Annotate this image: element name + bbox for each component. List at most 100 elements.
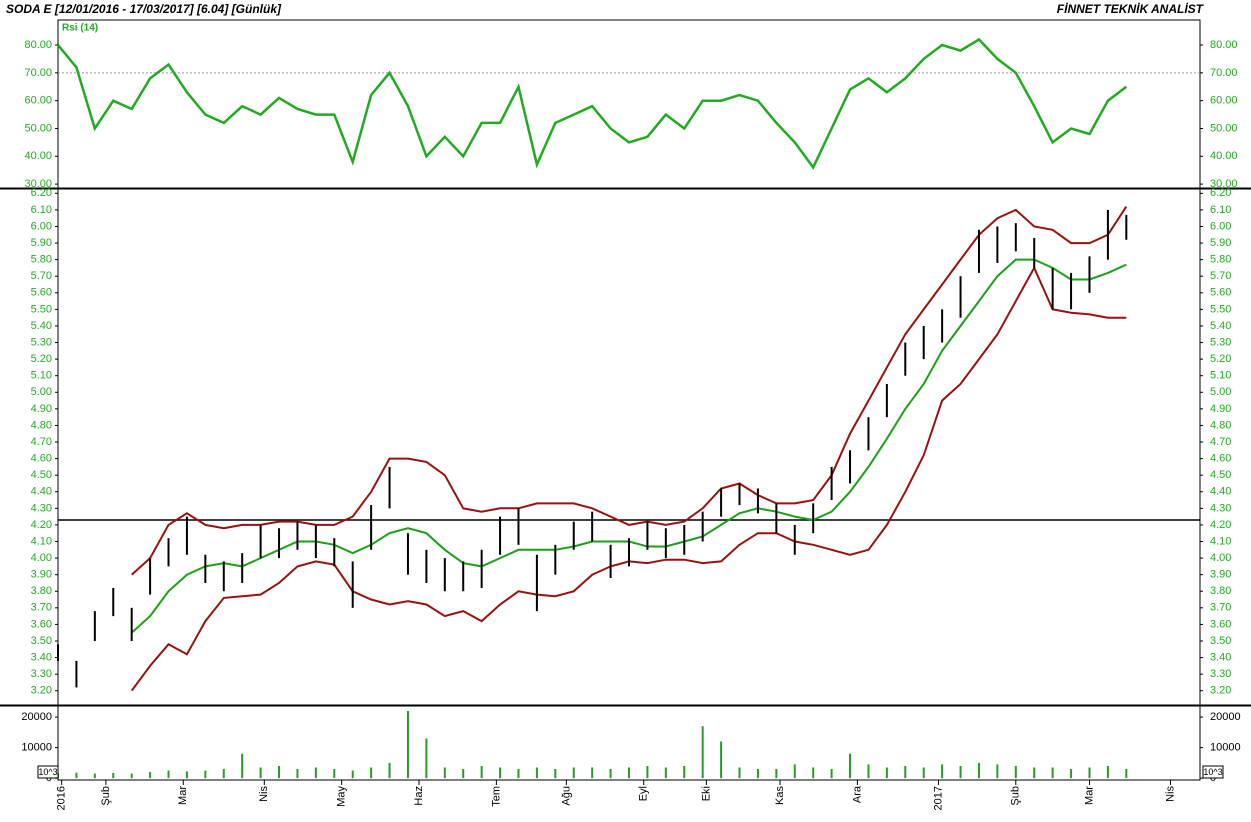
y-tick-label: 3.30: [31, 668, 52, 680]
x-tick-label: Ara: [851, 785, 863, 803]
volume-bar: [406, 710, 409, 779]
volume-bar: [425, 738, 428, 779]
y-tick-label-right: 4.70: [1210, 436, 1231, 448]
y-tick-label-right: 5.50: [1210, 303, 1231, 315]
y-tick-label-right: 6.10: [1210, 204, 1231, 216]
unit-label-right-box: [1202, 765, 1224, 779]
x-tick-label: Tem: [490, 786, 502, 807]
y-tick-label-right: 60.00: [1210, 95, 1238, 107]
volume-bar: [996, 764, 999, 779]
y-tick-label-right: 4.80: [1210, 419, 1231, 431]
volume-bar: [793, 764, 796, 779]
volume-bar: [683, 765, 686, 779]
y-tick-label: 6.20: [31, 187, 52, 199]
y-tick-label: 4.60: [31, 453, 52, 465]
y-tick-label-right: 4.60: [1210, 453, 1231, 465]
x-tick-label: Eyl: [638, 786, 650, 801]
volume-bar: [443, 767, 446, 779]
volume-bar: [885, 767, 888, 779]
x-tick-label: Nis: [258, 786, 270, 802]
x-tick-label: Nis: [1164, 786, 1176, 802]
y-tick-label: 5.60: [31, 287, 52, 299]
y-tick-label-right: 4.30: [1210, 502, 1231, 514]
volume-bar: [535, 767, 538, 779]
y-tick-label: 4.30: [31, 502, 52, 514]
volume-bar: [720, 741, 723, 779]
volume-bar: [75, 772, 78, 779]
volume-bar: [499, 767, 502, 779]
volume-bar: [296, 769, 299, 779]
volume-bar: [775, 769, 778, 779]
volume-bar: [388, 762, 391, 779]
volume-bar: [112, 772, 115, 779]
y-tick-label-right: 3.80: [1210, 585, 1231, 597]
volume-bar: [241, 753, 244, 779]
x-tick-label: Kas: [774, 786, 786, 805]
volume-bar: [130, 773, 133, 779]
indicator-label: Rsi (14): [62, 23, 98, 34]
y-tick-label: 30.00: [24, 178, 52, 190]
y-tick-label: 5.20: [31, 353, 52, 365]
volume-bar: [204, 770, 207, 779]
y-tick-label: 6.00: [31, 220, 52, 232]
volume-bar: [167, 770, 170, 779]
x-tick-label: 2016: [56, 786, 68, 810]
y-tick-label-right: 5.30: [1210, 336, 1231, 348]
y-tick-label: 20000: [21, 711, 52, 723]
y-tick-label-right: 5.90: [1210, 237, 1231, 249]
volume-bar: [904, 765, 907, 779]
y-tick-label: 3.40: [31, 651, 52, 663]
y-tick-label-right: 10000: [1210, 742, 1241, 754]
y-tick-label: 70.00: [24, 67, 52, 79]
volume-bar: [462, 769, 465, 779]
volume-bar: [1014, 765, 1017, 779]
x-tick-label: Şub: [1010, 786, 1022, 806]
volume-bar: [1051, 767, 1054, 779]
y-tick-label: 4.50: [31, 469, 52, 481]
volume-bar: [977, 762, 980, 779]
volume-bar: [830, 769, 833, 779]
volume-bar: [149, 772, 152, 779]
y-tick-label: 4.20: [31, 519, 52, 531]
y-tick-label: 3.90: [31, 569, 52, 581]
y-tick-label-right: 80.00: [1210, 39, 1238, 51]
y-tick-label-right: 3.30: [1210, 668, 1231, 680]
y-tick-label-right: 5.80: [1210, 254, 1231, 266]
volume-bar: [572, 767, 575, 779]
x-tick-label: 2017: [932, 786, 944, 810]
volume-bar: [664, 767, 667, 779]
volume-bar: [701, 726, 704, 779]
y-tick-label-right: 6.20: [1210, 187, 1231, 199]
volume-bar: [1088, 767, 1091, 779]
y-tick-label-right: 5.00: [1210, 386, 1231, 398]
volume-bar: [959, 765, 962, 779]
y-tick-label: 3.80: [31, 585, 52, 597]
y-tick-label: 3.50: [31, 635, 52, 647]
values-line: [57, 37, 1128, 170]
volume-bar: [1106, 765, 1109, 779]
y-tick-label-right: 4.90: [1210, 403, 1231, 415]
volume-bar: [333, 769, 336, 779]
y-tick-label: 3.20: [31, 685, 52, 697]
y-tick-label: 3.70: [31, 602, 52, 614]
volume-bar: [628, 767, 630, 779]
volume-bar: [756, 769, 759, 779]
volume-bar: [278, 765, 281, 779]
volume-bar: [554, 769, 557, 779]
x-tick-label: Şub: [100, 786, 112, 806]
y-tick-label: 80.00: [24, 39, 52, 51]
x-tick-label: Mar: [177, 786, 189, 805]
y-tick-label-right: 5.60: [1210, 287, 1231, 299]
unit-label: 10^3: [38, 767, 57, 777]
volume-bar: [941, 764, 944, 779]
frame: [57, 19, 1201, 781]
y-tick-label: 60.00: [24, 95, 52, 107]
y-tick-label-right: 6.00: [1210, 220, 1231, 232]
volume-bar: [738, 767, 741, 779]
y-tick-label-right: 3.40: [1210, 651, 1231, 663]
y-tick-label: 5.40: [31, 320, 52, 332]
y-tick-label: 5.10: [31, 370, 52, 382]
y-tick-label: 5.80: [31, 254, 52, 266]
